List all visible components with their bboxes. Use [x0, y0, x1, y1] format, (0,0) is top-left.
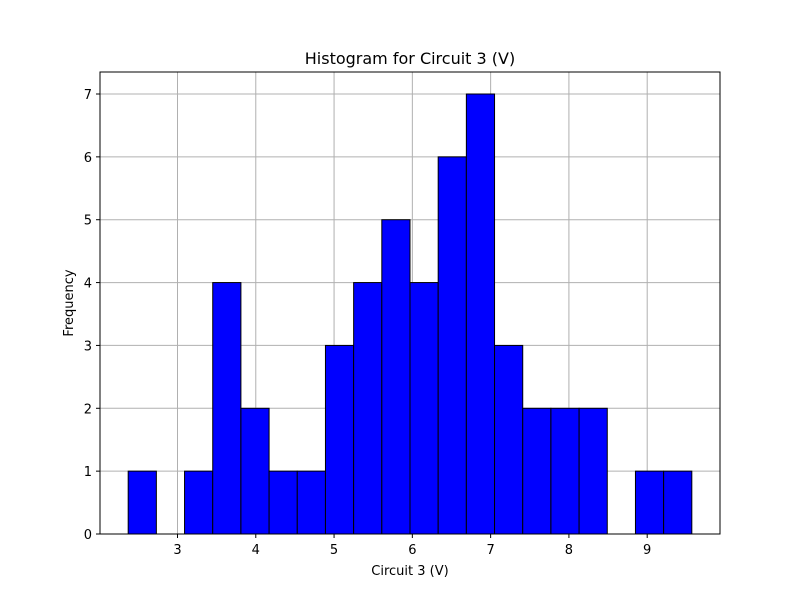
y-tick-label: 3 [84, 339, 92, 354]
histogram-bar [296, 470, 326, 535]
histogram-bar [240, 407, 270, 535]
y-axis-label: Frequency [62, 269, 77, 336]
x-tick-label: 7 [486, 543, 494, 558]
x-axis-ticks: 3 4 5 6 7 8 9 [173, 534, 651, 558]
histogram-bar [212, 282, 242, 535]
y-tick-label: 5 [84, 214, 92, 229]
y-tick-label: 6 [84, 151, 92, 166]
histogram-bar [663, 470, 693, 535]
plot-area-frame [99, 71, 721, 535]
histogram-bar [381, 219, 411, 535]
y-tick-label: 1 [84, 465, 92, 480]
histogram-bar [634, 470, 665, 535]
x-tick-label: 5 [330, 543, 338, 558]
y-tick-label: 0 [84, 528, 92, 543]
histogram-bar [465, 93, 496, 535]
histogram-bar [324, 344, 355, 535]
histogram-bar [127, 470, 157, 535]
y-axis-ticks: 0 1 2 3 4 5 6 7 [84, 88, 100, 543]
histogram-bar [522, 407, 552, 535]
histogram-bar [268, 470, 298, 535]
x-axis-label: Circuit 3 (V) [371, 564, 448, 579]
histogram-bar [409, 282, 439, 535]
y-tick-label: 2 [84, 402, 92, 417]
x-tick-label: 3 [173, 543, 181, 558]
histogram-bar [437, 156, 467, 535]
histogram-bars [127, 93, 693, 535]
histogram-bar [184, 470, 214, 535]
histogram-bar [494, 344, 524, 535]
histogram-bar [550, 407, 580, 535]
x-tick-label: 6 [408, 543, 416, 558]
x-tick-label: 9 [643, 543, 651, 558]
histogram-bar [578, 407, 608, 535]
chart-title: Histogram for Circuit 3 (V) [305, 49, 515, 68]
x-tick-label: 4 [252, 543, 260, 558]
histogram-bar [353, 282, 383, 535]
y-tick-label: 7 [84, 88, 92, 103]
x-tick-label: 8 [565, 543, 573, 558]
y-tick-label: 4 [84, 277, 92, 292]
